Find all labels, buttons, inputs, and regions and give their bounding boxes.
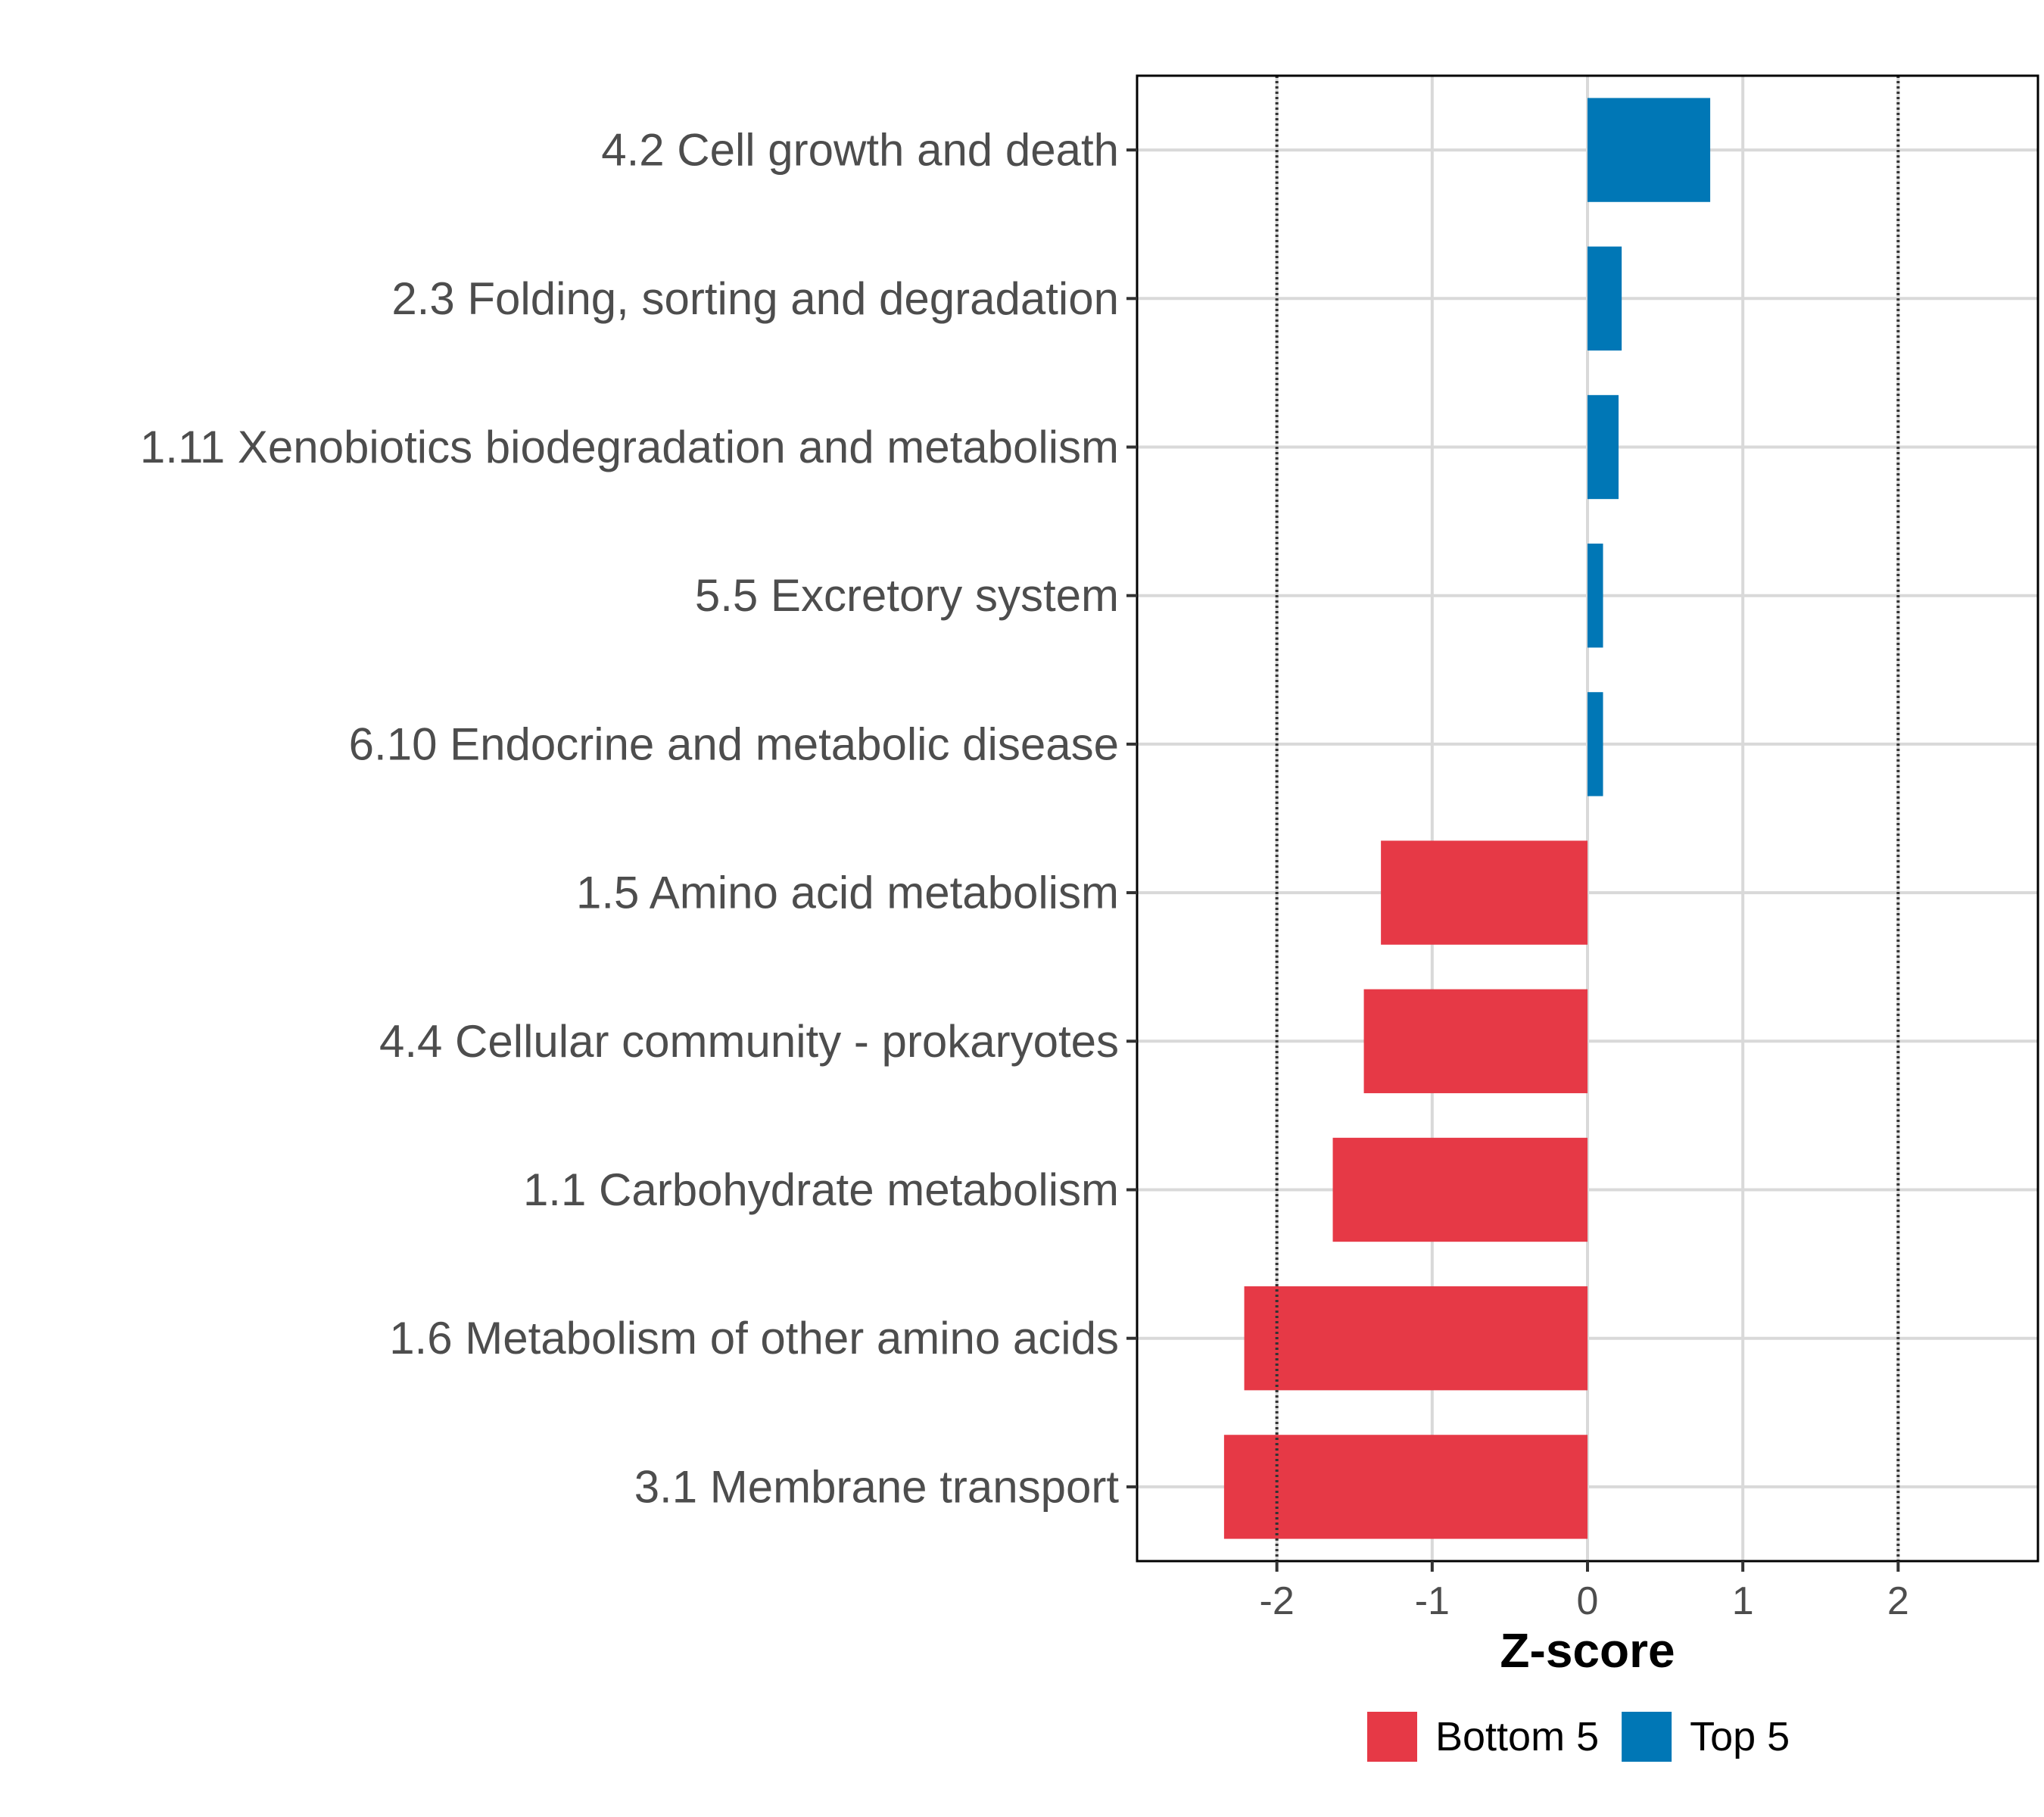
bar	[1588, 98, 1711, 202]
bar	[1223, 1435, 1588, 1539]
x-axis-title: Z-score	[1500, 1623, 1675, 1678]
legend-label: Bottom 5	[1435, 1714, 1599, 1759]
bar	[1588, 246, 1622, 351]
legend-swatch	[1367, 1712, 1417, 1762]
legend: Bottom 5 Top 5	[1367, 1712, 1790, 1762]
y-tick-label: 3.1 Membrane transport	[634, 1461, 1120, 1512]
y-tick-label: 6.10 Endocrine and metabolic disease	[349, 718, 1119, 769]
bar	[1588, 692, 1603, 796]
legend-swatch	[1622, 1712, 1672, 1762]
y-tick-label: 4.4 Cellular community - prokaryotes	[379, 1016, 1119, 1067]
bar	[1363, 989, 1588, 1093]
y-tick-label: 4.2 Cell growth and death	[601, 125, 1119, 176]
x-tick-label: 1	[1732, 1579, 1754, 1623]
y-tick-label: 1.11 Xenobiotics biodegradation and meta…	[140, 422, 1119, 472]
x-tick-label: -2	[1260, 1579, 1295, 1623]
bar	[1332, 1137, 1588, 1242]
y-tick-label: 1.6 Metabolism of other amino acids	[389, 1313, 1119, 1364]
y-tick-label: 1.5 Amino acid metabolism	[576, 868, 1119, 918]
x-tick-label: 2	[1887, 1579, 1909, 1623]
y-tick-label: 5.5 Excretory system	[695, 570, 1119, 621]
legend-label: Top 5	[1690, 1714, 1790, 1759]
plot-area: 4.2 Cell growth and death 2.3 Folding, so…	[140, 74, 2039, 1623]
x-tick-label: 0	[1577, 1579, 1599, 1623]
bar	[1244, 1286, 1588, 1391]
y-tick-label: 1.1 Carbohydrate metabolism	[523, 1164, 1119, 1215]
y-tick-label: 2.3 Folding, sorting and degradation	[391, 273, 1119, 324]
bar	[1381, 840, 1588, 945]
bar	[1588, 394, 1619, 500]
bar	[1588, 544, 1603, 648]
x-tick-label: -1	[1415, 1579, 1450, 1623]
